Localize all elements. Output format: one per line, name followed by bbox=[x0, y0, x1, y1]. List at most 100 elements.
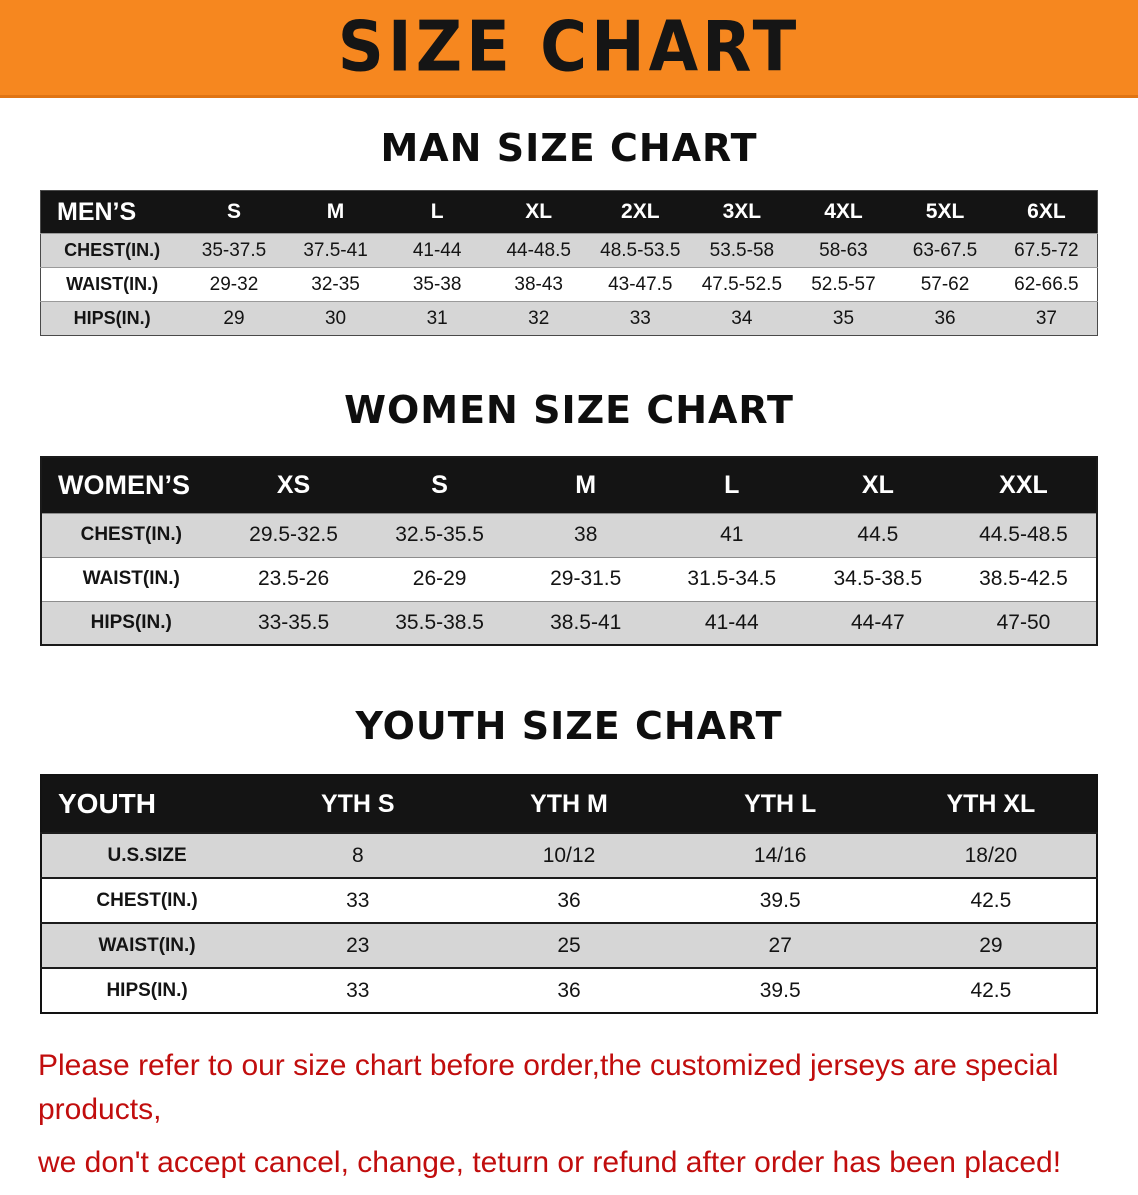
cell-value: 31.5-34.5 bbox=[687, 567, 777, 590]
size-column-header: XXL bbox=[950, 457, 1097, 513]
cell-value: 38.5-41 bbox=[550, 610, 622, 634]
size-column-header: S bbox=[183, 190, 285, 234]
cell-value: 35.5-38.5 bbox=[395, 610, 484, 634]
cell-value: 26-29 bbox=[412, 567, 467, 590]
cell-value: 34 bbox=[731, 307, 753, 329]
table-header-row: MEN’S S M L XL 2XL 3XL 4XL 5XL 6XL bbox=[40, 190, 1098, 234]
size-column-header: 2XL bbox=[589, 190, 692, 234]
table-header-row: YOUTH YTH S YTH M YTH L YTH XL bbox=[41, 775, 1097, 833]
cell-value: 34.5-38.5 bbox=[833, 567, 923, 590]
cell-value: 37.5-41 bbox=[303, 239, 368, 261]
cell-value: 41-44 bbox=[412, 239, 462, 261]
cell-value: 42.5 bbox=[970, 888, 1012, 912]
size-column-header: XL bbox=[804, 457, 951, 513]
size-column-header: L bbox=[386, 190, 488, 234]
cell-value: 36 bbox=[557, 978, 581, 1002]
cell-value: 29.5-32.5 bbox=[249, 523, 338, 546]
cell-value: 44.5 bbox=[857, 523, 899, 546]
cell-value: 33-35.5 bbox=[257, 610, 330, 634]
cell-value: 38 bbox=[574, 523, 598, 546]
disclaimer: Please refer to our size chart before or… bbox=[38, 1044, 1100, 1185]
cell-value: 41 bbox=[720, 523, 744, 546]
women-chart-heading: WOMEN SIZE CHART bbox=[344, 388, 794, 432]
table-corner-label: WOMEN’S bbox=[41, 457, 221, 513]
size-column-header: 5XL bbox=[894, 190, 996, 234]
size-column-header: 3XL bbox=[691, 190, 793, 234]
cell-value: 44-48.5 bbox=[506, 239, 571, 261]
cell-value: 52.5-57 bbox=[811, 273, 876, 295]
women-size-chart-section: WOMEN SIZE CHART WOMEN’S XS S M L XL XXL CHEST(… bbox=[0, 388, 1138, 646]
cell-value: 48.5-53.5 bbox=[600, 239, 681, 261]
table-row: HIPS(IN.) 33-35.5 35.5-38.5 38.5-41 41-44 44-… bbox=[41, 601, 1097, 645]
size-column-header: XS bbox=[220, 457, 367, 513]
row-label: WAIST(IN.) bbox=[82, 568, 180, 589]
size-column-header: M bbox=[284, 190, 387, 234]
size-column-header: YTH L bbox=[674, 775, 886, 833]
cell-value: 23 bbox=[346, 933, 370, 957]
table-corner-label: MEN’S bbox=[40, 190, 184, 234]
size-column-header: 6XL bbox=[995, 190, 1098, 234]
cell-value: 35-38 bbox=[412, 273, 462, 295]
row-label: HIPS(IN.) bbox=[90, 611, 172, 633]
row-label: WAIST(IN.) bbox=[66, 274, 159, 294]
table-row: CHEST(IN.) 29.5-32.5 32.5-35.5 38 41 44.5 44.5… bbox=[41, 513, 1097, 557]
table-row: WAIST(IN.) 23.5-26 26-29 29-31.5 31.5-34.5 34… bbox=[41, 557, 1097, 601]
row-label: CHEST(IN.) bbox=[64, 240, 161, 260]
cell-value: 44.5-48.5 bbox=[979, 523, 1068, 546]
cell-value: 29 bbox=[223, 307, 245, 329]
cell-value: 30 bbox=[324, 307, 347, 329]
page-title: SIZE CHART bbox=[337, 7, 801, 88]
table-row: WAIST(IN.) 29-32 32-35 35-38 38-43 43-47.5 47.… bbox=[40, 267, 1098, 302]
cell-value: 44-47 bbox=[851, 610, 905, 634]
table-row: HIPS(IN.) 29 30 31 32 33 34 35 36 37 bbox=[40, 301, 1098, 336]
youth-chart-heading: YOUTH SIZE CHART bbox=[355, 704, 783, 748]
cell-value: 35-37.5 bbox=[201, 239, 267, 261]
size-column-header: M bbox=[512, 457, 659, 513]
cell-value: 32.5-35.5 bbox=[395, 523, 484, 546]
row-label: WAIST(IN.) bbox=[98, 934, 196, 956]
row-label: CHEST(IN.) bbox=[80, 524, 182, 545]
cell-value: 39.5 bbox=[759, 888, 801, 912]
cell-value: 53.5-58 bbox=[709, 239, 775, 261]
cell-value: 36 bbox=[934, 307, 956, 329]
cell-value: 36 bbox=[557, 888, 581, 912]
cell-value: 29 bbox=[979, 933, 1003, 957]
cell-value: 32-35 bbox=[311, 273, 360, 295]
cell-value: 62-66.5 bbox=[1014, 273, 1079, 295]
cell-value: 33 bbox=[346, 978, 370, 1002]
size-column-header: L bbox=[658, 457, 805, 513]
youth-size-table: YOUTH YTH S YTH M YTH L YTH XL U.S.SIZE 8 10/12… bbox=[40, 774, 1098, 1014]
cell-value: 58-63 bbox=[819, 239, 868, 261]
row-label: CHEST(IN.) bbox=[96, 889, 198, 911]
men-size-table: MEN’S S M L XL 2XL 3XL 4XL 5XL 6XL CHEST(IN.) 35-37… bbox=[40, 190, 1098, 336]
cell-value: 47.5-52.5 bbox=[701, 273, 783, 295]
cell-value: 27 bbox=[768, 933, 792, 957]
cell-value: 43-47.5 bbox=[608, 273, 673, 295]
cell-value: 32 bbox=[528, 307, 550, 329]
cell-value: 38.5-42.5 bbox=[979, 567, 1068, 590]
cell-value: 47-50 bbox=[996, 610, 1051, 634]
size-column-header: XL bbox=[487, 190, 590, 234]
cell-value: 67.5-72 bbox=[1014, 239, 1079, 261]
cell-value: 10/12 bbox=[542, 843, 596, 867]
cell-value: 41-44 bbox=[704, 610, 759, 634]
size-column-header: YTH S bbox=[252, 775, 464, 833]
cell-value: 31 bbox=[426, 307, 448, 329]
table-corner-label: YOUTH bbox=[41, 775, 253, 833]
cell-value: 33 bbox=[629, 307, 651, 329]
row-label: U.S.SIZE bbox=[107, 844, 187, 866]
table-row: CHEST(IN.) 33 36 39.5 42.5 bbox=[41, 878, 1097, 923]
cell-value: 57-62 bbox=[920, 273, 970, 295]
men-size-chart-section: MAN SIZE CHART MEN’S S M L XL 2XL 3XL 4XL 5XL 6XL… bbox=[0, 126, 1138, 336]
size-column-header: 4XL bbox=[792, 190, 895, 234]
cell-value: 8 bbox=[351, 843, 364, 867]
cell-value: 35 bbox=[832, 307, 855, 329]
men-chart-heading: MAN SIZE CHART bbox=[380, 126, 758, 170]
size-column-header: YTH M bbox=[463, 775, 675, 833]
cell-value: 33 bbox=[346, 888, 370, 912]
cell-value: 63-67.5 bbox=[912, 239, 978, 261]
cell-value: 42.5 bbox=[970, 978, 1012, 1002]
cell-value: 14/16 bbox=[753, 843, 807, 867]
table-row: CHEST(IN.) 35-37.5 37.5-41 41-44 44-48.5 48.5… bbox=[40, 233, 1098, 268]
